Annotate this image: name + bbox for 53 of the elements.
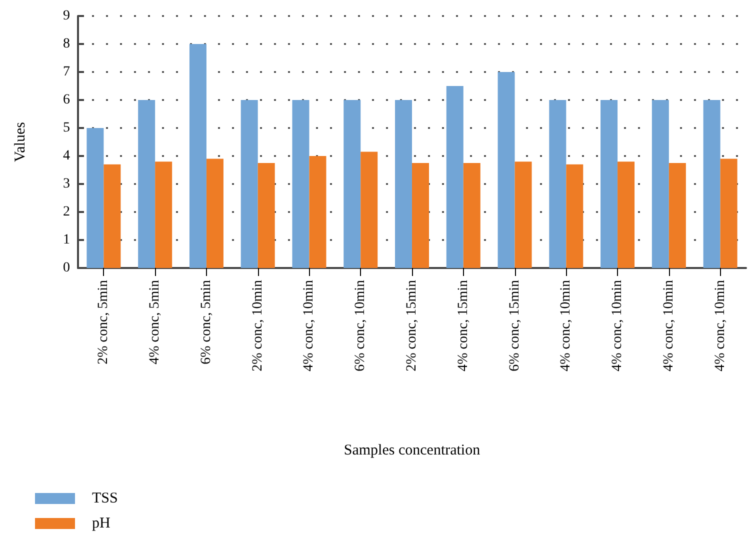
x-axis-title: Samples concentration bbox=[344, 442, 481, 458]
x-tick-label: 6% conc, 15min bbox=[507, 280, 522, 372]
x-tick-label: 4% conc, 15min bbox=[456, 280, 471, 372]
bar bbox=[514, 162, 532, 268]
bar bbox=[618, 162, 635, 268]
bar bbox=[446, 86, 464, 268]
legend-label: TSS bbox=[92, 490, 118, 506]
bar bbox=[668, 163, 686, 268]
bar bbox=[412, 163, 429, 268]
x-tick-label: 4% conc, 10min bbox=[712, 280, 728, 372]
y-tick-label: 5 bbox=[63, 120, 70, 136]
bar bbox=[258, 163, 275, 268]
x-tick-label: 6% conc, 10min bbox=[353, 280, 368, 372]
legend-label: pH bbox=[92, 516, 110, 532]
bar bbox=[344, 100, 361, 268]
x-tick-label: 2% conc, 10min bbox=[250, 280, 266, 372]
y-tick-label: 4 bbox=[63, 148, 70, 164]
bar bbox=[549, 100, 566, 268]
bar bbox=[652, 100, 669, 268]
bar bbox=[206, 158, 224, 268]
x-tick-label: 4% conc, 10min bbox=[661, 280, 676, 372]
y-axis-title: Values bbox=[12, 122, 28, 162]
bar bbox=[395, 100, 412, 268]
bar bbox=[86, 128, 104, 268]
x-tick-label: 6% conc, 5min bbox=[198, 280, 214, 364]
x-tick-label: 2% conc, 15min bbox=[404, 280, 420, 372]
bar bbox=[463, 163, 480, 268]
x-tick-label: 4% conc, 10min bbox=[302, 280, 317, 372]
bar bbox=[703, 100, 720, 268]
bar bbox=[104, 164, 121, 268]
bar bbox=[240, 100, 258, 268]
bar bbox=[309, 156, 326, 268]
y-tick-label: 9 bbox=[63, 8, 70, 24]
bar bbox=[189, 44, 206, 268]
bar bbox=[720, 158, 738, 268]
y-tick-label: 3 bbox=[63, 176, 70, 192]
bar bbox=[138, 100, 156, 268]
y-tick-label: 1 bbox=[63, 232, 70, 248]
x-tick-label: 4% conc, 10min bbox=[558, 280, 574, 372]
bar bbox=[292, 100, 310, 268]
y-tick-label: 0 bbox=[63, 260, 70, 276]
bar bbox=[155, 162, 172, 268]
y-tick-label: 2 bbox=[63, 204, 70, 220]
y-tick-label: 6 bbox=[63, 92, 70, 108]
bar bbox=[360, 152, 378, 268]
y-tick-label: 7 bbox=[63, 64, 70, 80]
x-tick-label: 4% conc, 10min bbox=[610, 280, 626, 372]
x-tick-label: 2% conc, 5min bbox=[96, 280, 112, 364]
bar bbox=[600, 100, 618, 268]
y-tick-label: 8 bbox=[63, 36, 70, 52]
bar bbox=[498, 72, 515, 268]
bar bbox=[566, 164, 584, 268]
x-tick-label: 4% conc, 5min bbox=[148, 280, 163, 364]
